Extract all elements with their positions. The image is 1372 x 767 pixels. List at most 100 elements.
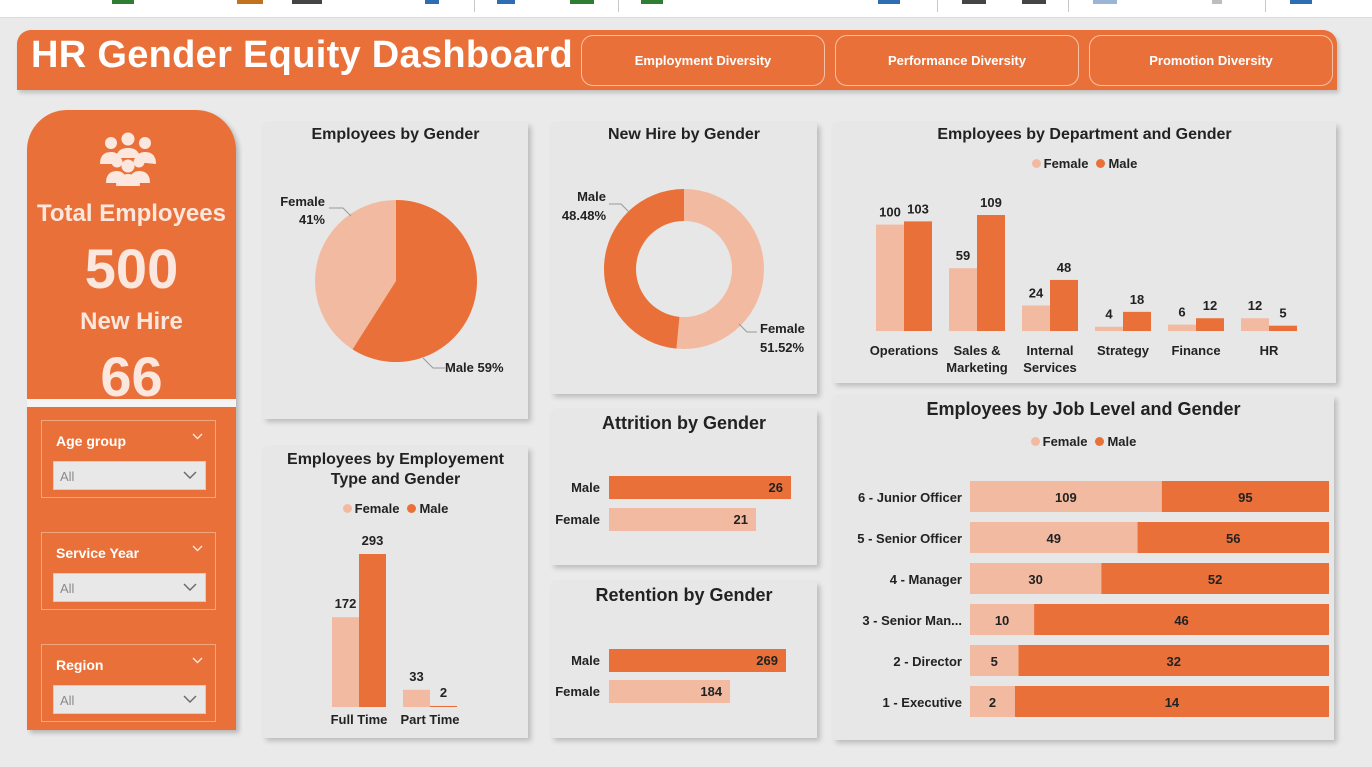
dept-label-male: 12 — [1203, 298, 1217, 313]
department-gender-card[interactable]: Employees by Department and Gender Femal… — [833, 123, 1336, 383]
legend-female[interactable]: Female — [1031, 156, 1088, 171]
joblevel-bar-female[interactable] — [970, 686, 1015, 717]
dept-bar-male[interactable] — [1050, 279, 1078, 331]
dept-bar-female[interactable] — [1241, 318, 1269, 331]
emptype-bar-male[interactable] — [359, 554, 386, 707]
joblevel-bar-male[interactable] — [1014, 686, 1329, 717]
male-dot-icon — [407, 504, 417, 513]
service-year-dropdown[interactable]: All — [53, 573, 206, 602]
publish-icon[interactable] — [1290, 0, 1312, 4]
joblevel-bar-female[interactable] — [970, 563, 1102, 594]
employment-diversity-button[interactable]: Employment Diversity — [581, 35, 825, 86]
dept-bar-male[interactable] — [904, 221, 932, 331]
promotion-diversity-button[interactable]: Promotion Diversity — [1089, 35, 1333, 86]
gender-bar[interactable] — [609, 476, 791, 499]
dept-bar-male[interactable] — [977, 215, 1005, 331]
legend-male[interactable]: Male — [1095, 434, 1136, 449]
joblevel-bar-female[interactable] — [970, 604, 1035, 635]
attrition-bar-chart[interactable]: Male 26 Female 21 — [551, 410, 817, 565]
job-level-title: Employees by Job Level and Gender — [926, 399, 1241, 419]
dept-label-male: 103 — [907, 201, 929, 216]
legend-female[interactable]: Female — [342, 501, 399, 516]
gender-bar-value: 26 — [769, 480, 783, 495]
buttons-icon[interactable] — [962, 0, 986, 4]
dept-bar-female[interactable] — [1168, 324, 1196, 331]
joblevel-bar-male[interactable] — [1101, 563, 1329, 594]
get-data-icon[interactable] — [237, 0, 263, 4]
legend-female[interactable]: Female — [1030, 434, 1087, 449]
app-toolbar — [0, 0, 1372, 18]
gender-bar[interactable] — [609, 508, 756, 531]
dept-label-female: 4 — [1105, 307, 1113, 322]
performance-diversity-button[interactable]: Performance Diversity — [835, 35, 1079, 86]
chevron-down-icon — [183, 471, 197, 479]
pie-slice-male[interactable] — [352, 200, 477, 362]
employees-by-gender-title: Employees by Gender — [311, 126, 480, 143]
joblevel-label-male: 46 — [1174, 613, 1188, 628]
dept-bar-female[interactable] — [1095, 326, 1123, 331]
joblevel-bar-male[interactable] — [1161, 481, 1329, 512]
emptype-bar-male[interactable] — [430, 705, 457, 707]
dept-label-male: 18 — [1130, 292, 1144, 307]
donut-label-male-pct: 48.48% — [562, 208, 607, 223]
table-icon[interactable] — [292, 0, 322, 4]
dept-label-male: 48 — [1057, 260, 1071, 275]
joblevel-category-label: 6 - Junior Officer — [858, 490, 962, 505]
joblevel-category-label: 2 - Director — [893, 654, 962, 669]
transform-icon[interactable] — [497, 0, 515, 4]
dept-bar-female[interactable] — [949, 268, 977, 331]
emptype-bar-female[interactable] — [332, 617, 359, 707]
data-source-icon[interactable] — [570, 0, 594, 4]
dept-category-label: Marketing — [946, 360, 1007, 375]
gender-bar-value: 21 — [734, 512, 748, 527]
joblevel-bar-female[interactable] — [970, 481, 1162, 512]
legend-male[interactable]: Male — [1096, 156, 1137, 171]
measure-icon[interactable] — [1093, 0, 1117, 4]
donut-label-male-name: Male — [577, 189, 606, 204]
employees-by-gender-pie[interactable]: Female 41% Male 59% — [263, 123, 528, 419]
joblevel-bar-male[interactable] — [1137, 522, 1329, 553]
age-group-dropdown[interactable]: All — [53, 461, 206, 490]
shapes-icon[interactable] — [1022, 0, 1046, 4]
attrition-card[interactable]: Attrition by Gender Male 26 Female 21 — [551, 410, 817, 565]
dept-bar-female[interactable] — [1022, 305, 1050, 331]
emptype-bar-female[interactable] — [403, 689, 430, 707]
retention-card[interactable]: Retention by Gender Male 269 Female 184 — [551, 582, 817, 738]
joblevel-bar-female[interactable] — [970, 522, 1138, 553]
employment-type-bar-chart[interactable]: 172 293 Full Time 33 2 Part Time — [263, 447, 528, 738]
gender-bar[interactable] — [609, 680, 731, 703]
new-hire-by-gender-card[interactable]: New Hire by Gender Male 48.48% Female 51… — [551, 123, 817, 394]
department-legend: Female Male — [833, 156, 1336, 171]
chevron-down-icon[interactable] — [192, 543, 203, 554]
quick-measure-icon[interactable] — [1212, 0, 1222, 4]
legend-male[interactable]: Male — [407, 501, 448, 516]
employment-type-title-line2: Type and Gender — [330, 471, 461, 488]
dept-bar-female[interactable] — [876, 224, 904, 331]
job-level-card[interactable]: Employees by Job Level and Gender Female… — [833, 396, 1334, 740]
employment-type-card[interactable]: Employees by Employement Type and Gender… — [263, 447, 528, 738]
age-group-label: Age group — [56, 433, 126, 449]
refresh-icon[interactable] — [425, 0, 439, 4]
region-dropdown[interactable]: All — [53, 685, 206, 714]
gender-bar[interactable] — [609, 649, 786, 672]
text-box-icon[interactable] — [878, 0, 900, 4]
dept-bar-male[interactable] — [1269, 325, 1297, 331]
job-level-bar-chart[interactable]: 6 - Junior Officer 109 95 5 - Senior Office… — [833, 396, 1334, 740]
joblevel-bar-female[interactable] — [970, 645, 1019, 676]
toolbar-separator — [1265, 0, 1266, 12]
chevron-down-icon[interactable] — [192, 431, 203, 442]
joblevel-label-female: 109 — [1055, 490, 1077, 505]
dept-category-label: Sales & — [954, 343, 1001, 358]
new-hire-donut[interactable]: Male 48.48% Female 51.52% — [551, 123, 817, 394]
joblevel-bar-male[interactable] — [1018, 645, 1329, 676]
joblevel-label-male: 32 — [1167, 654, 1181, 669]
employees-by-gender-card[interactable]: Employees by Gender Female 41% Male 59% — [263, 123, 528, 419]
excel-icon[interactable] — [112, 0, 134, 4]
department-bar-chart[interactable]: 100 103 Operations 59 109 Sales & Marketing 24 4… — [833, 123, 1336, 383]
chevron-down-icon[interactable] — [192, 655, 203, 666]
retention-bar-chart[interactable]: Male 269 Female 184 — [551, 582, 817, 738]
new-visual-icon[interactable] — [641, 0, 663, 4]
dept-bar-male[interactable] — [1123, 311, 1151, 331]
dept-bar-male[interactable] — [1196, 318, 1224, 331]
joblevel-bar-male[interactable] — [1034, 604, 1329, 635]
